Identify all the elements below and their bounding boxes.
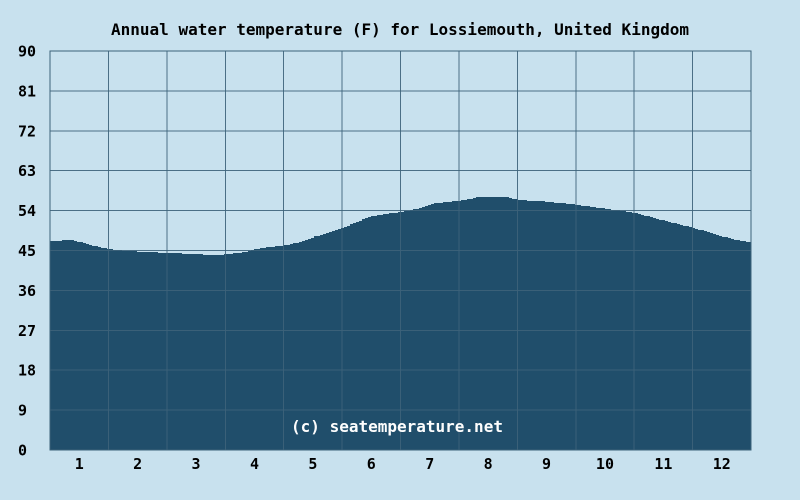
x-axis-tick-label: 2 xyxy=(133,455,142,473)
x-axis-tick-label: 3 xyxy=(192,455,201,473)
chart-title: Annual water temperature (F) for Lossiem… xyxy=(111,20,689,39)
y-axis-tick-label: 72 xyxy=(18,122,36,140)
y-axis-tick-label: 45 xyxy=(18,242,36,260)
y-axis-tick-label: 27 xyxy=(18,322,36,340)
y-axis-tick-label: 81 xyxy=(18,82,36,100)
y-axis-tick-label: 36 xyxy=(18,282,36,300)
y-axis-tick-label: 0 xyxy=(18,442,27,460)
x-axis-tick-label: 5 xyxy=(308,455,317,473)
plot-border xyxy=(49,50,752,451)
x-axis-tick-label: 8 xyxy=(484,455,493,473)
x-axis-tick-label: 7 xyxy=(425,455,434,473)
x-axis-tick-label: 6 xyxy=(367,455,376,473)
watermark-text: (c) seatemperature.net xyxy=(291,417,503,436)
x-axis-tick-label: 12 xyxy=(713,455,731,473)
x-axis-tick-label: 9 xyxy=(542,455,551,473)
y-axis-tick-label: 18 xyxy=(18,362,36,380)
x-axis-tick-label: 1 xyxy=(75,455,84,473)
x-axis-tick-label: 4 xyxy=(250,455,259,473)
x-axis-tick-label: 10 xyxy=(596,455,614,473)
y-axis-tick-label: 63 xyxy=(18,162,36,180)
y-axis-tick-label: 54 xyxy=(18,202,36,220)
y-axis-tick-label: 9 xyxy=(18,402,27,420)
y-axis-tick-label: 90 xyxy=(18,43,36,61)
x-axis-tick-label: 11 xyxy=(654,455,672,473)
